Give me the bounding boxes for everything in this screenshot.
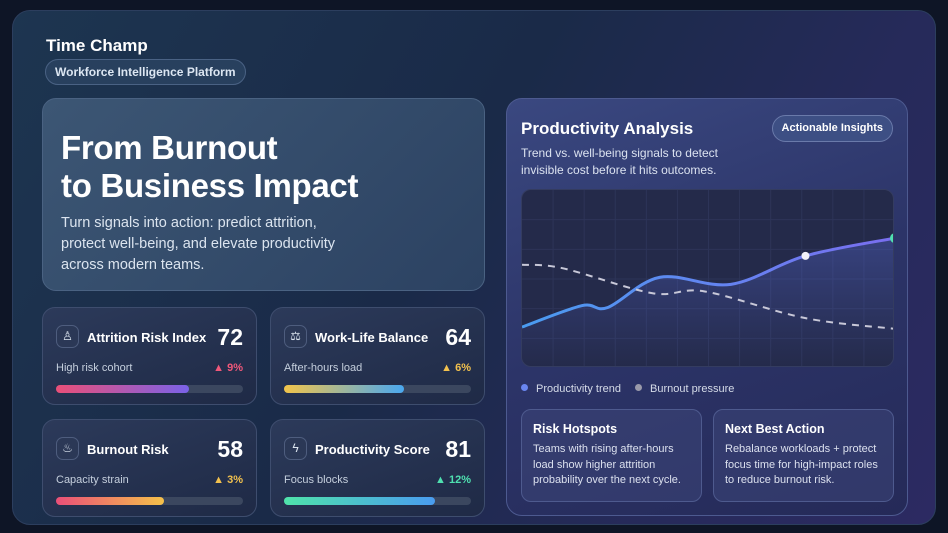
panel-subtitle: Trend vs. well-being signals to detect i… [521, 146, 718, 177]
hero-title: From Burnout to Business Impact [61, 129, 466, 205]
metric-title: Attrition Risk Index [87, 330, 207, 345]
metric-card: ⚖ Work-Life Balance 64 After-hours load … [270, 307, 485, 405]
panel-title: Productivity Analysis [521, 119, 694, 138]
actionable-insights-button[interactable]: Actionable Insights [771, 115, 893, 142]
metric-subtitle: Focus blocks [284, 474, 349, 486]
hero-description: Turn signals into action: predict attrit… [61, 215, 336, 273]
metric-progress-bar [56, 385, 243, 393]
metric-progress-bar [284, 497, 471, 505]
legend-productivity: Productivity trend [521, 383, 621, 395]
metric-delta: ▲ 3% [213, 474, 243, 486]
progress-fill [284, 385, 404, 393]
progress-fill [56, 385, 189, 393]
metric-title: Burnout Risk [87, 442, 169, 457]
metric-card: ϟ Productivity Score 81 Focus blocks ▲ 1… [270, 419, 485, 517]
progress-fill [284, 497, 436, 505]
series-burnout-pressure [522, 263, 893, 330]
legend-label: Burnout pressure [649, 383, 735, 395]
metric-value: 72 [217, 324, 243, 350]
metric-title: Productivity Score [315, 442, 430, 457]
legend-label: Productivity trend [536, 383, 621, 395]
metric-card: ♙ Attrition Risk Index 72 High risk coho… [42, 307, 257, 405]
person-icon: ♙ [56, 325, 79, 348]
metric-subtitle: Capacity strain [56, 474, 129, 486]
metric-value: 64 [445, 324, 471, 350]
metric-value: 58 [217, 436, 243, 462]
flame-icon: ♨ [56, 437, 79, 460]
insight-text: Rebalance workloads + protect focus time… [725, 443, 878, 486]
metric-progress-bar [284, 385, 471, 393]
balance-scale-icon: ⚖ [284, 325, 307, 348]
platform-tagline: Workforce Intelligence Platform [45, 59, 246, 85]
legend-dot [521, 384, 528, 391]
metric-subtitle: After-hours load [284, 362, 363, 374]
productivity-analysis-panel: Productivity Analysis Trend vs. well-bei… [506, 98, 908, 516]
hero-title-line1: From Burnout [61, 129, 278, 166]
hero-card: From Burnout to Business Impact Turn sign… [42, 98, 485, 291]
insight-title: Risk Hotspots [533, 422, 618, 436]
metric-subtitle: High risk cohort [56, 362, 133, 374]
metric-card: ♨ Burnout Risk 58 Capacity strain ▲ 3% [42, 419, 257, 517]
metric-value: 81 [445, 436, 471, 462]
metric-title: Work-Life Balance [315, 330, 429, 345]
metric-progress-bar [56, 497, 243, 505]
metric-delta: ▲ 6% [441, 362, 471, 374]
brand-name: Time Champ [46, 36, 148, 55]
hero-title-line2: to Business Impact [61, 167, 359, 204]
line-chart [521, 189, 894, 367]
next-best-action-card: Next Best Action Rebalance workloads + p… [713, 409, 894, 502]
insight-text: Teams with rising after-hours load show … [533, 443, 681, 486]
insight-title: Next Best Action [725, 422, 825, 436]
legend-dot [634, 384, 642, 391]
legend-burnout: Burnout pressure [634, 383, 735, 395]
metric-delta: ▲ 12% [435, 474, 471, 486]
progress-fill [56, 497, 165, 505]
lightning-icon: ϟ [284, 437, 307, 460]
endpoint-marker[interactable] [890, 233, 894, 243]
chart-legend: Productivity trend Burnout pressure [521, 383, 734, 395]
productivity-area [522, 238, 893, 366]
chart-svg [522, 190, 894, 366]
highlight-point[interactable] [801, 251, 810, 260]
metric-delta: ▲ 9% [213, 362, 243, 374]
risk-hotspots-card: Risk Hotspots Teams with rising after-ho… [521, 409, 702, 502]
